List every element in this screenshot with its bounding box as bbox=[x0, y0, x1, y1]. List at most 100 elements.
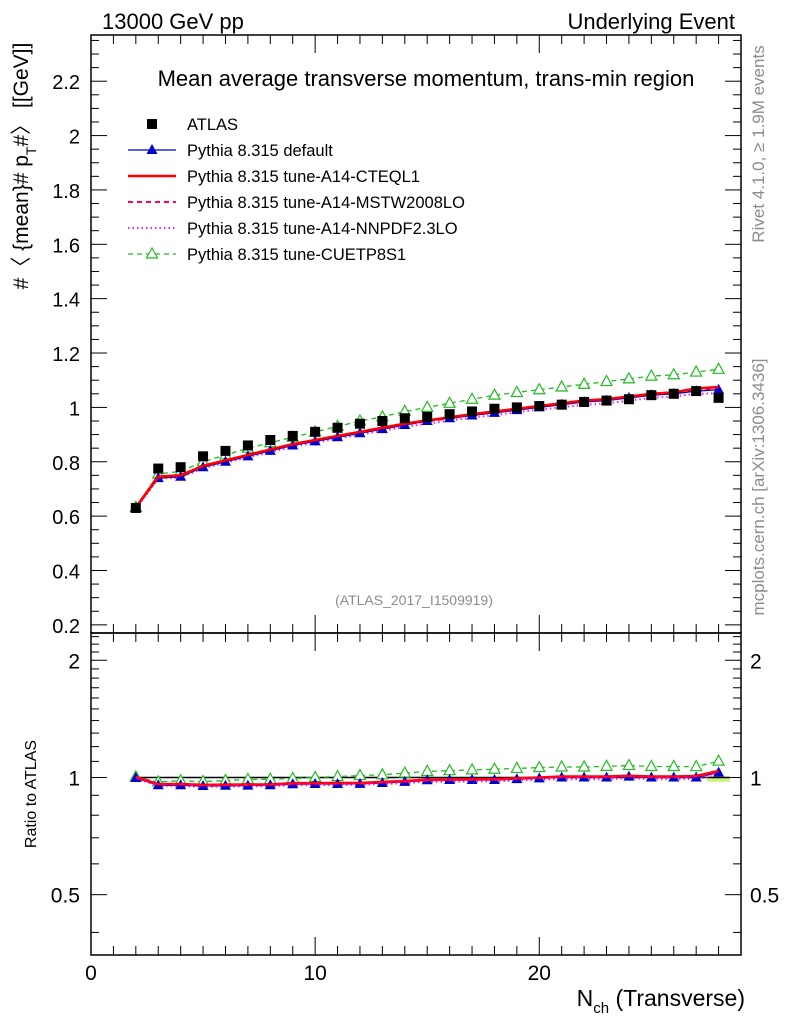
main-point-atlas bbox=[623, 394, 634, 405]
legend: ATLAS Pythia 8.315 default Pythia 8.315 tu… bbox=[128, 116, 465, 264]
main-point-atlas bbox=[175, 462, 186, 473]
ratio-point-pythia-8-315-tune-cuetp8s1 bbox=[532, 760, 546, 773]
main-point-atlas bbox=[601, 395, 612, 406]
legend-label: Pythia 8.315 default bbox=[187, 142, 333, 160]
main-point-pythia-8-315-tune-cuetp8s1 bbox=[487, 387, 501, 400]
main-point-atlas bbox=[310, 426, 321, 437]
legend-label: Pythia 8.315 tune-A14-CTEQL1 bbox=[187, 168, 420, 186]
main-point-atlas bbox=[579, 396, 590, 407]
y-tick-label: 1 bbox=[69, 398, 80, 420]
main-point-atlas bbox=[265, 435, 276, 446]
main-point-atlas bbox=[489, 403, 500, 414]
ratio-y-axis-label: Ratio to ATLAS bbox=[23, 740, 40, 848]
ratio-y-tick-label-left: 0.5 bbox=[51, 885, 80, 908]
main-point-atlas bbox=[646, 390, 657, 401]
ratio-point-pythia-8-315-tune-cuetp8s1 bbox=[622, 758, 636, 771]
x-axis-label-sub: ch bbox=[593, 1000, 609, 1017]
main-point-atlas bbox=[220, 445, 231, 456]
ratio-point-pythia-8-315-tune-cuetp8s1 bbox=[667, 759, 681, 772]
main-point-atlas bbox=[354, 418, 365, 429]
ratio-series bbox=[129, 753, 730, 790]
main-panel: 0.2 0.4 0.6 0.8 1 1.2 1.4 1.6 1.8 2 2.2 Mean avera… bbox=[10, 34, 742, 638]
main-point-pythia-8-315-tune-cuetp8s1 bbox=[600, 374, 614, 387]
y-axis-label-tail: #〉 [[GeV]] bbox=[10, 43, 33, 147]
ratio-point-pythia-8-315-tune-cuetp8s1 bbox=[600, 759, 614, 771]
x-tick-label: 10 bbox=[303, 962, 326, 985]
main-point-atlas bbox=[444, 409, 455, 420]
main-point-pythia-8-315-tune-cuetp8s1 bbox=[510, 385, 524, 398]
legend-swatch-marker bbox=[147, 119, 157, 129]
ratio-point-pythia-8-315-tune-cuetp8s1 bbox=[712, 753, 726, 766]
legend-swatch-marker bbox=[146, 144, 158, 154]
ratio-point-pythia-8-315-tune-cuetp8s1 bbox=[644, 759, 658, 772]
main-point-pythia-8-315-tune-cuetp8s1 bbox=[555, 379, 569, 392]
main-point-atlas bbox=[668, 388, 679, 399]
legend-label: Pythia 8.315 tune-A14-NNPDF2.3LO bbox=[187, 220, 458, 238]
y-axis-label-main: #〈 {mean}# p bbox=[10, 155, 33, 289]
main-point-atlas bbox=[242, 440, 253, 451]
y-tick-label: 1.2 bbox=[52, 344, 80, 366]
main-point-atlas bbox=[691, 386, 702, 397]
ratio-point-pythia-8-315-tune-cuetp8s1 bbox=[577, 759, 591, 772]
y-tick-label: 1.8 bbox=[52, 181, 80, 203]
ratio-point-pythia-8-315-tune-cuetp8s1 bbox=[443, 763, 457, 776]
y-tick-label: 2.2 bbox=[52, 72, 80, 94]
ratio-y-tick-label-right: 1 bbox=[750, 767, 762, 790]
main-point-pythia-8-315-tune-cuetp8s1 bbox=[420, 400, 434, 412]
source-label: mcplots.cern.ch [arXiv:1306.3436] bbox=[749, 358, 768, 615]
main-point-pythia-8-315-tune-cuetp8s1 bbox=[532, 382, 546, 395]
y-tick-label: 1.4 bbox=[52, 290, 80, 312]
main-line-pythia-8-315-tune-a14-nnpdf2-3lo bbox=[134, 392, 719, 510]
ratio-point-pythia-8-315-tune-cuetp8s1 bbox=[398, 765, 412, 778]
main-point-atlas bbox=[422, 411, 433, 422]
main-point-pythia-8-315-tune-cuetp8s1 bbox=[622, 371, 636, 384]
ratio-y-tick-label-left: 1 bbox=[68, 767, 80, 790]
chart-title: Mean average transverse momentum, trans-… bbox=[158, 66, 695, 91]
main-point-atlas bbox=[287, 430, 298, 441]
ratio-y-tick-label-left: 2 bbox=[68, 650, 80, 673]
main-ticks: 0.2 0.4 0.6 0.8 1 1.2 1.4 1.6 1.8 2 2.2 bbox=[52, 35, 742, 638]
y-axis-label: #〈 {mean}# pT#〉 [[GeV]] bbox=[10, 43, 39, 290]
main-point-pythia-8-315-tune-cuetp8s1 bbox=[667, 367, 681, 380]
main-series bbox=[129, 362, 726, 513]
ratio-line-pythia-8-315-tune-a14-mstw2008lo bbox=[135, 771, 719, 787]
x-tick-label: 0 bbox=[85, 962, 97, 985]
main-point-pythia-8-315-tune-cuetp8s1 bbox=[644, 368, 658, 381]
ratio-y-tick-label-right: 0.5 bbox=[750, 885, 779, 908]
ratio-y-tick-label-right: 2 bbox=[750, 650, 762, 673]
y-tick-label: 0.8 bbox=[52, 453, 80, 475]
ratio-panel: 0.5 0.51 12 20 10 20 Ratio to ATLAS Nch (Tran… bbox=[23, 632, 779, 1017]
legend-label: Pythia 8.315 tune-A14-MSTW2008LO bbox=[187, 194, 465, 212]
main-point-atlas bbox=[556, 399, 567, 410]
process-label: Underlying Event bbox=[567, 9, 735, 34]
main-point-pythia-8-315-tune-cuetp8s1 bbox=[443, 396, 457, 408]
ratio-point-pythia-8-315-tune-cuetp8s1 bbox=[555, 759, 569, 772]
y-tick-label: 1.6 bbox=[52, 235, 80, 257]
legend-label: ATLAS bbox=[187, 116, 238, 134]
ratio-point-pythia-8-315-tune-cuetp8s1 bbox=[465, 762, 479, 775]
main-point-pythia-8-315-tune-cuetp8s1 bbox=[712, 362, 726, 374]
main-point-pythia-8-315-tune-cuetp8s1 bbox=[689, 364, 703, 377]
y-tick-label: 0.2 bbox=[52, 616, 80, 638]
ratio-ticks: 0.5 0.51 12 20 10 20 bbox=[51, 633, 779, 985]
legend-label: Pythia 8.315 tune-CUETP8S1 bbox=[187, 246, 406, 264]
main-point-atlas bbox=[399, 413, 410, 424]
y-axis-label-sub: T bbox=[23, 146, 39, 155]
main-point-atlas bbox=[467, 406, 478, 417]
rivet-label: Rivet 4.1.0, ≥ 1.9M events bbox=[749, 45, 768, 242]
main-point-pythia-8-315-tune-cuetp8s1 bbox=[577, 377, 591, 389]
ratio-point-pythia-8-315-tune-cuetp8s1 bbox=[420, 764, 434, 777]
main-point-atlas bbox=[377, 415, 388, 426]
y-tick-label: 0.6 bbox=[52, 507, 80, 529]
ratio-point-pythia-8-315-tune-cuetp8s1 bbox=[487, 761, 501, 774]
main-line-pythia-8-315-tune-cuetp8s1 bbox=[135, 368, 719, 508]
x-tick-label: 20 bbox=[528, 962, 551, 985]
main-point-atlas bbox=[153, 463, 164, 474]
main-point-atlas bbox=[130, 502, 141, 513]
x-axis-label-main: N bbox=[577, 985, 594, 1011]
y-tick-label: 0.4 bbox=[52, 561, 80, 583]
legend-swatch-marker bbox=[145, 246, 159, 259]
x-axis-label-tail: (Transverse) bbox=[609, 985, 745, 1011]
main-point-atlas bbox=[534, 401, 545, 412]
